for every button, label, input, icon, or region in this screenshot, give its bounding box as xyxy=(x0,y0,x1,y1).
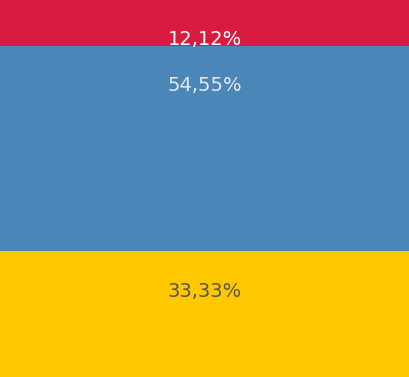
Text: 33,33%: 33,33% xyxy=(167,282,242,300)
FancyBboxPatch shape xyxy=(0,0,409,46)
Text: 12,12%: 12,12% xyxy=(167,30,242,49)
FancyBboxPatch shape xyxy=(0,46,409,251)
FancyBboxPatch shape xyxy=(0,251,409,377)
Text: 54,55%: 54,55% xyxy=(167,76,242,95)
